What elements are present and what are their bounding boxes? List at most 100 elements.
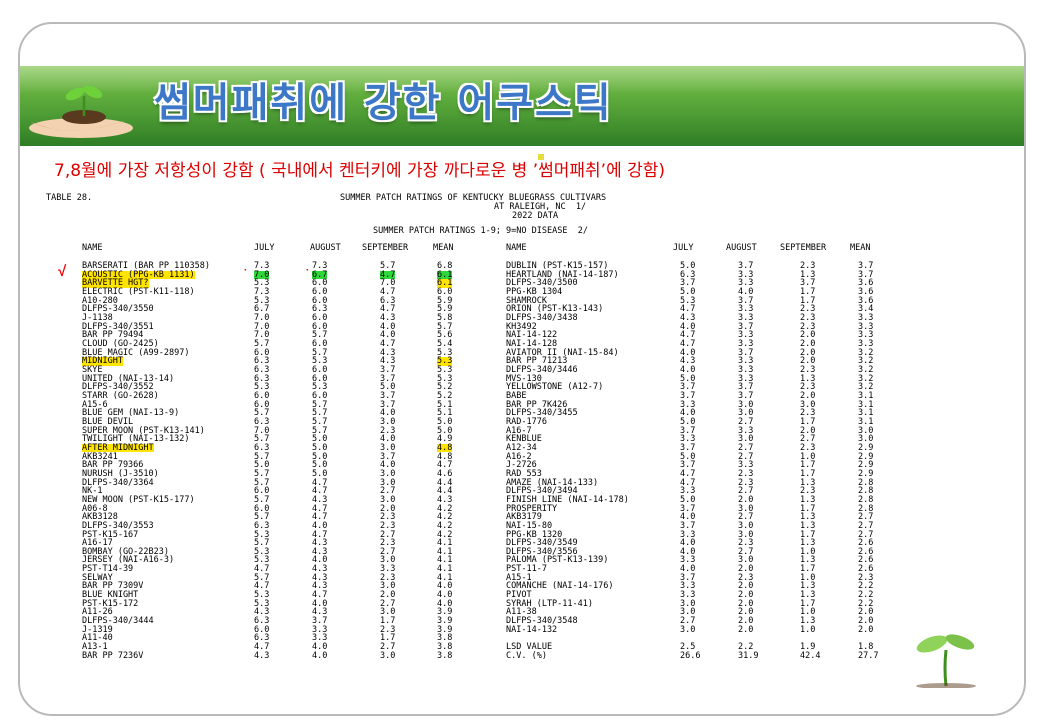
cultivar-name: PST-K15-172 xyxy=(82,598,139,609)
rating-cell: 2.3 xyxy=(380,520,396,531)
rating-cell: 2.7 xyxy=(858,529,874,540)
rating-cell: 3.0 xyxy=(380,468,396,479)
rating-cell: 6.7 xyxy=(312,269,328,280)
cultivar-name: NURUSH (J-3510) xyxy=(82,468,159,479)
rating-cell: 3.3 xyxy=(680,434,696,445)
rating-cell: 4.1 xyxy=(437,564,453,575)
rating-cell: 4.3 xyxy=(437,494,453,505)
rating-cell: 5.0 xyxy=(437,416,453,427)
rating-cell: 5.7 xyxy=(254,451,270,462)
rating-cell: 3.7 xyxy=(738,382,754,393)
rating-cell: 5.2 xyxy=(437,382,453,393)
cultivar-name: A15-6 xyxy=(82,399,108,410)
rating-cell: 6.3 xyxy=(254,356,270,367)
rating-cell: 6.3 xyxy=(254,364,270,375)
rating-cell: 3.3 xyxy=(680,486,696,497)
rating-cell: 4.3 xyxy=(380,313,396,323)
cultivar-name: A16-17 xyxy=(82,538,113,549)
rating-cell: 5.3 xyxy=(254,529,270,540)
rating-cell: 2.3 xyxy=(800,364,816,375)
rating-cell: 3.0 xyxy=(680,598,696,609)
report-heading-1: SUMMER PATCH RATINGS OF KENTUCKY BLUEGRA… xyxy=(340,193,607,203)
sprout-icon xyxy=(916,634,976,688)
cultivar-name: A11-38 xyxy=(506,607,537,618)
rating-cell: 6.3 xyxy=(254,616,270,627)
rating-cell: 6.3 xyxy=(254,416,270,427)
cultivar-name: DLFPS-340/3550 xyxy=(82,304,154,315)
rating-cell: 3.0 xyxy=(380,416,396,427)
rating-cell: 3.3 xyxy=(738,460,754,471)
rating-cell: 5.3 xyxy=(254,295,270,306)
rating-cell: 2.0 xyxy=(738,494,754,505)
rating-cell: 4.1 xyxy=(437,538,453,549)
rating-cell: 4.7 xyxy=(437,460,453,471)
rating-cell: 5.0 xyxy=(312,442,328,453)
rating-cell: 3.0 xyxy=(738,555,754,566)
rating-cell: 4.3 xyxy=(312,572,328,583)
rating-cell: 2.6 xyxy=(858,555,874,566)
rating-cell: 5.9 xyxy=(437,304,453,315)
rating-cell: 2.3 xyxy=(800,321,816,332)
cultivar-name: DLFPS-340/3552 xyxy=(82,382,154,393)
rating-cell: 6.7 xyxy=(254,304,270,315)
cultivar-name: DLFPS-340/3364 xyxy=(82,477,154,488)
rating-cell: 5.7 xyxy=(254,338,270,349)
rating-cell: 2.0 xyxy=(800,347,816,358)
rating-cell: 3.7 xyxy=(380,451,396,462)
rating-cell: 4.7 xyxy=(254,564,270,575)
rating-cell: 4.3 xyxy=(380,356,396,367)
cultivar-name: BARSERATI (BAR PP 110358) xyxy=(82,261,210,271)
rating-cell: 26.6 xyxy=(680,650,701,661)
rating-cell: 6.0 xyxy=(312,390,328,401)
rating-cell: 4.0 xyxy=(680,538,696,549)
cultivar-name: C.V. (%) xyxy=(506,650,547,661)
rating-cell: 2.8 xyxy=(858,486,874,497)
slide-subtitle: 7,8월에 가장 저항성이 강함 ( 국내에서 켄터키에 가장 까다로운 병 ’… xyxy=(54,154,665,181)
cultivar-name: KH3492 xyxy=(506,321,537,332)
cultivar-name: DLFPS-340/3551 xyxy=(82,321,154,332)
col-header-mean-left: MEAN xyxy=(433,243,454,253)
cultivar-name: BLUE MAGIC (A99-2897) xyxy=(82,347,190,358)
rating-cell: 3.7 xyxy=(680,278,696,289)
rating-cell: 3.7 xyxy=(738,321,754,332)
rating-cell: 1.7 xyxy=(800,295,816,306)
rating-cell: 4.3 xyxy=(680,356,696,367)
rating-cell: 3.7 xyxy=(738,295,754,306)
rating-cell: 7.3 xyxy=(254,261,270,271)
cultivar-name: PIVOT xyxy=(506,590,532,601)
cultivar-name: DLFPS-340/3446 xyxy=(506,364,578,375)
col-header-august-right: AUGUST xyxy=(726,243,757,253)
rating-cell: 6.0 xyxy=(254,503,270,514)
ratings-table-scan: TABLE 28. SUMMER PATCH RATINGS OF KENTUC… xyxy=(20,24,1024,714)
cultivar-name: DLFPS-340/3438 xyxy=(506,313,578,323)
cultivar-name: ELECTRIC (PST-K11-118) xyxy=(82,287,195,297)
rating-cell: 6.3 xyxy=(254,373,270,384)
rating-cell: 6.0 xyxy=(312,295,328,306)
rating-cell: 4.8 xyxy=(437,442,453,453)
col-header-name-right: NAME xyxy=(506,243,527,253)
rating-cell: 3.3 xyxy=(738,269,754,280)
rating-cell: 4.0 xyxy=(680,546,696,557)
rating-cell: 6.0 xyxy=(254,624,270,635)
rating-cell: 7.0 xyxy=(254,330,270,341)
rating-cell: 4.3 xyxy=(312,607,328,618)
rating-cell: 2.8 xyxy=(858,503,874,514)
cultivar-name: BABE xyxy=(506,390,527,401)
rating-cell: 3.7 xyxy=(738,390,754,401)
rating-cell: 4.0 xyxy=(312,520,328,531)
rating-cell: 2.2 xyxy=(858,581,874,592)
rating-cell: 3.2 xyxy=(858,373,874,384)
rating-cell: 2.7 xyxy=(738,546,754,557)
rating-cell: 3.7 xyxy=(738,261,754,271)
rating-cell: 3.0 xyxy=(380,607,396,618)
rating-cell: 3.7 xyxy=(680,572,696,583)
rating-cell: 1.7 xyxy=(380,633,396,644)
rating-cell: 3.0 xyxy=(380,477,396,488)
rating-cell: 6.0 xyxy=(254,399,270,410)
cultivar-name: PPG-KB 1304 xyxy=(506,287,563,297)
report-heading-3: 2022 DATA xyxy=(512,211,559,221)
rating-cell: 5.0 xyxy=(680,451,696,462)
rating-cell: 4.7 xyxy=(312,529,328,540)
rating-cell: 4.0 xyxy=(312,555,328,566)
rating-cell: 3.6 xyxy=(858,278,874,289)
